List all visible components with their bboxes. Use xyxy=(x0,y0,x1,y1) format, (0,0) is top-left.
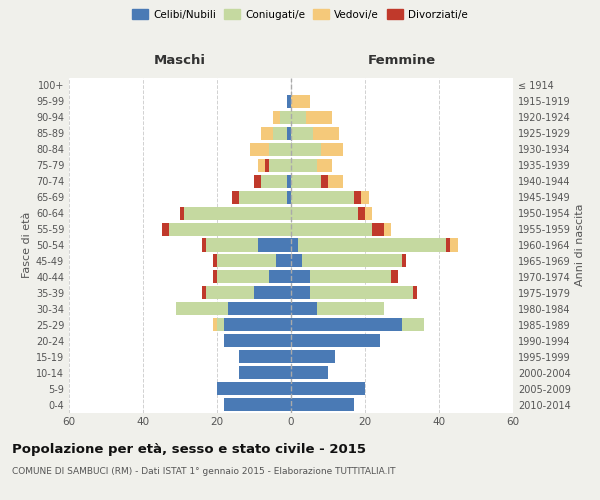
Bar xyxy=(291,350,335,363)
Y-axis label: Fasce di età: Fasce di età xyxy=(22,212,32,278)
Bar xyxy=(287,95,291,108)
Bar xyxy=(169,222,291,235)
Bar xyxy=(214,254,217,268)
Bar xyxy=(383,222,391,235)
Bar xyxy=(291,334,380,347)
Bar xyxy=(317,302,383,316)
Bar xyxy=(217,318,224,332)
Bar xyxy=(265,158,269,172)
Bar xyxy=(291,302,317,316)
Bar xyxy=(276,254,291,268)
Bar xyxy=(291,95,310,108)
Bar xyxy=(280,111,291,124)
Bar xyxy=(202,286,206,300)
Legend: Celibi/Nubili, Coniugati/e, Vedovi/e, Divorziati/e: Celibi/Nubili, Coniugati/e, Vedovi/e, Di… xyxy=(128,5,472,24)
Bar xyxy=(262,174,287,188)
Bar xyxy=(287,174,291,188)
Bar xyxy=(224,334,291,347)
Bar xyxy=(306,111,332,124)
Bar xyxy=(291,206,358,220)
Bar xyxy=(402,254,406,268)
Bar xyxy=(291,158,317,172)
Bar xyxy=(291,174,320,188)
Bar xyxy=(365,206,373,220)
Bar xyxy=(250,142,269,156)
Bar xyxy=(239,350,291,363)
Bar xyxy=(180,206,184,220)
Bar xyxy=(413,286,417,300)
Bar xyxy=(291,254,302,268)
Bar xyxy=(206,286,254,300)
Bar xyxy=(291,190,354,203)
Bar xyxy=(298,238,446,252)
Bar xyxy=(217,270,269,283)
Bar xyxy=(291,318,402,332)
Bar xyxy=(269,270,291,283)
Bar xyxy=(291,398,354,411)
Bar xyxy=(310,270,391,283)
Bar xyxy=(254,174,262,188)
Bar xyxy=(258,158,265,172)
Bar xyxy=(310,286,413,300)
Bar xyxy=(291,127,313,140)
Bar xyxy=(239,366,291,379)
Text: Maschi: Maschi xyxy=(154,54,206,68)
Bar xyxy=(206,238,258,252)
Bar xyxy=(391,270,398,283)
Bar xyxy=(224,398,291,411)
Bar xyxy=(291,270,310,283)
Y-axis label: Anni di nascita: Anni di nascita xyxy=(575,204,585,286)
Bar xyxy=(161,222,169,235)
Bar xyxy=(176,302,228,316)
Bar xyxy=(320,174,328,188)
Bar xyxy=(258,238,291,252)
Bar xyxy=(269,158,291,172)
Bar xyxy=(320,142,343,156)
Bar xyxy=(291,222,373,235)
Bar xyxy=(313,127,339,140)
Bar xyxy=(272,127,287,140)
Bar xyxy=(214,270,217,283)
Text: Femmine: Femmine xyxy=(368,54,436,68)
Bar xyxy=(272,111,280,124)
Text: Popolazione per età, sesso e stato civile - 2015: Popolazione per età, sesso e stato civil… xyxy=(12,442,366,456)
Bar xyxy=(358,206,365,220)
Bar xyxy=(291,286,310,300)
Bar xyxy=(291,238,298,252)
Bar xyxy=(217,382,291,395)
Bar xyxy=(214,318,217,332)
Bar xyxy=(373,222,383,235)
Bar xyxy=(232,190,239,203)
Bar xyxy=(317,158,332,172)
Bar xyxy=(262,127,272,140)
Bar xyxy=(402,318,424,332)
Bar xyxy=(361,190,368,203)
Bar xyxy=(291,142,320,156)
Bar xyxy=(354,190,361,203)
Bar xyxy=(287,127,291,140)
Bar xyxy=(302,254,402,268)
Bar xyxy=(446,238,450,252)
Bar xyxy=(291,111,306,124)
Bar xyxy=(228,302,291,316)
Bar xyxy=(450,238,458,252)
Bar xyxy=(291,382,365,395)
Bar xyxy=(328,174,343,188)
Bar xyxy=(239,190,287,203)
Bar xyxy=(287,190,291,203)
Bar xyxy=(269,142,291,156)
Bar xyxy=(254,286,291,300)
Bar xyxy=(291,366,328,379)
Bar xyxy=(184,206,291,220)
Text: COMUNE DI SAMBUCI (RM) - Dati ISTAT 1° gennaio 2015 - Elaborazione TUTTITALIA.IT: COMUNE DI SAMBUCI (RM) - Dati ISTAT 1° g… xyxy=(12,468,395,476)
Bar xyxy=(202,238,206,252)
Bar xyxy=(217,254,276,268)
Bar xyxy=(224,318,291,332)
